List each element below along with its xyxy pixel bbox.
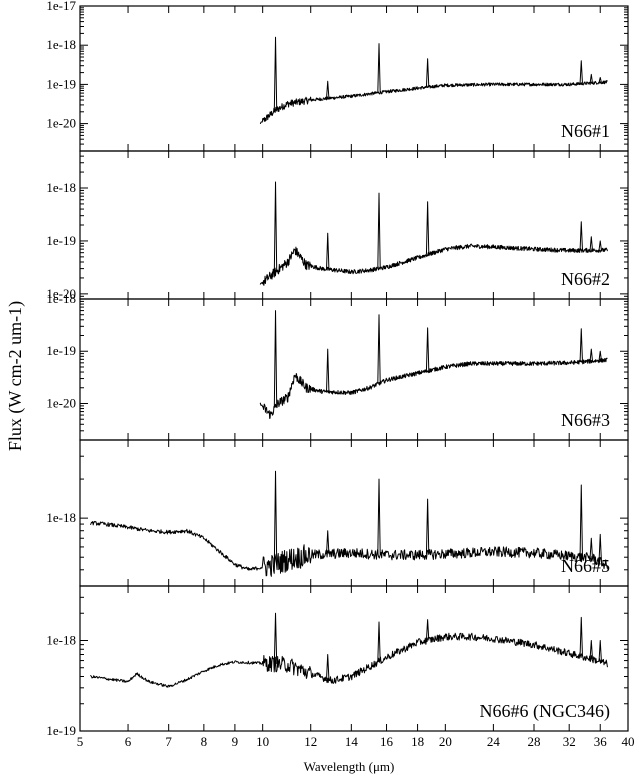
emission-line: [598, 533, 602, 563]
emission-line: [326, 530, 330, 555]
emission-line: [326, 80, 330, 99]
emission-line: [326, 654, 330, 680]
spectrum-line: [89, 520, 608, 577]
emission-line: [377, 43, 381, 93]
spectrum-line: [90, 632, 608, 688]
panel-frame: [79, 298, 629, 441]
emission-line: [589, 236, 593, 251]
emission-line: [377, 314, 381, 384]
emission-line: [425, 498, 430, 555]
panel-label: N66#3: [561, 410, 610, 430]
y-tick-label: 1e-18: [46, 291, 76, 306]
emission-line: [273, 612, 278, 665]
panel-frame: [79, 5, 629, 152]
panel: 1e-18 N66#5: [46, 439, 629, 587]
x-tick-label: 9: [232, 734, 239, 749]
emission-line: [425, 201, 430, 255]
emission-line: [589, 639, 593, 659]
emission-line: [579, 328, 583, 362]
x-tick-label: 28: [528, 734, 541, 749]
emission-line: [589, 348, 593, 362]
emission-line: [579, 616, 583, 657]
panel-frame: [79, 585, 629, 732]
x-tick-label: 5: [77, 734, 84, 749]
emission-line: [326, 348, 330, 392]
emission-line: [273, 181, 278, 272]
spectrum-line: [259, 357, 608, 419]
emission-line: [589, 537, 593, 559]
y-tick-label: 1e-19: [46, 76, 76, 91]
panel: 1e-19 1e-18 N66#6 (NGC346): [46, 585, 629, 738]
y-tick-label: 1e-18: [46, 180, 76, 195]
y-tick-label: 1e-19: [46, 233, 76, 248]
y-tick-label: 1e-19: [46, 343, 76, 358]
y-tick-label: 1e-19: [46, 723, 76, 738]
emission-line: [425, 327, 430, 371]
x-tick-label: 18: [411, 734, 424, 749]
panel-label: N66#6 (NGC346): [480, 701, 611, 722]
emission-line: [598, 240, 602, 251]
x-tick-label: 32: [563, 734, 576, 749]
emission-line: [273, 470, 278, 565]
panel-label: N66#5: [561, 556, 610, 576]
y-tick-label: 1e-20: [46, 116, 76, 131]
x-tick-label: 20: [439, 734, 452, 749]
y-tick-label: 1e-18: [46, 632, 76, 647]
x-tick-label: 7: [165, 734, 172, 749]
emission-line: [598, 77, 602, 83]
emission-line: [598, 350, 602, 361]
y-axis-title: Flux (W cm-2 um-1): [5, 301, 26, 451]
x-tick-label: 16: [380, 734, 394, 749]
y-tick-label: 1e-17: [46, 0, 76, 13]
emission-line: [326, 232, 330, 270]
x-tick-label: 10: [256, 734, 269, 749]
x-tick-label: 24: [487, 734, 501, 749]
panel-frame: [79, 150, 629, 300]
emission-line: [589, 73, 593, 84]
x-tick-label: 36: [594, 734, 608, 749]
panel-frame: [79, 439, 629, 587]
emission-line: [598, 639, 602, 662]
emission-line: [425, 58, 430, 88]
emission-line: [273, 310, 278, 408]
x-tick-label: 14: [345, 734, 359, 749]
emission-line: [579, 221, 583, 251]
spectrum-line: [259, 80, 608, 124]
spectrum-line: [259, 243, 608, 286]
emission-line: [579, 60, 583, 84]
emission-line: [377, 621, 381, 662]
x-tick-label: 8: [201, 734, 208, 749]
y-tick-label: 1e-20: [46, 286, 76, 301]
emission-line: [377, 478, 381, 555]
x-tick-label: 12: [304, 734, 317, 749]
y-tick-label: 1e-18: [46, 510, 76, 525]
panels-group: 1e-20 1e-19 1e-18 1e-17 N66#1 1e-20 1e-19 1e-18…: [46, 0, 629, 738]
panel: 1e-20 1e-19 1e-18 1e-17 N66#1: [46, 0, 629, 152]
emission-line: [425, 619, 430, 641]
panel-label: N66#1: [561, 121, 610, 141]
emission-line: [273, 36, 278, 111]
x-tick-label: 40: [622, 734, 635, 749]
x-axis: 5 6 7 8 9 10 12 14 16 18 20 24 28 32 36 40: [77, 734, 635, 749]
y-tick-label: 1e-20: [46, 395, 76, 410]
x-tick-label: 6: [125, 734, 132, 749]
panel: 1e-20 1e-19 1e-18 N66#2: [46, 150, 629, 301]
x-axis-title: Wavelength (μm): [304, 759, 395, 774]
panel-label: N66#2: [561, 269, 610, 289]
y-tick-label: 1e-18: [46, 37, 76, 52]
emission-line: [377, 192, 381, 269]
emission-line: [579, 484, 583, 558]
panel: 1e-20 1e-19 1e-18 N66#3: [46, 291, 629, 441]
